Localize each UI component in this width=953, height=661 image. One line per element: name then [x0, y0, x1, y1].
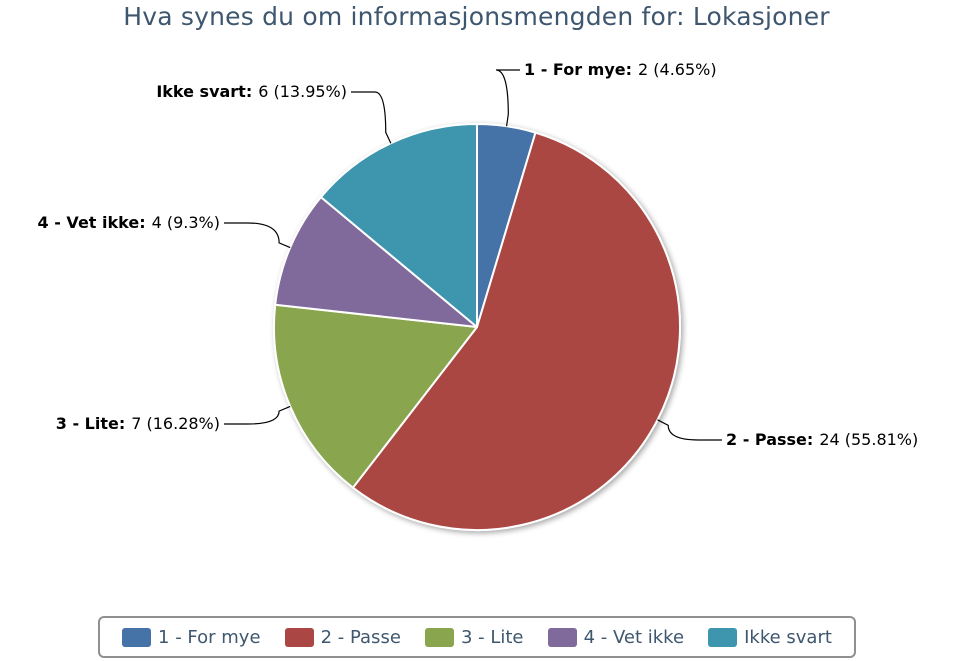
chart-title: Hva synes du om informasjonsmengden for:…: [123, 2, 830, 31]
data-label-2-passe: 2 - Passe: 24 (55.81%): [726, 430, 918, 449]
legend-swatch-2-passe: [284, 627, 314, 647]
legend-swatch-3-lite: [424, 627, 454, 647]
legend-item-3-lite[interactable]: 3 - Lite: [424, 626, 524, 648]
legend-item-ikke-svart[interactable]: Ikke svart: [708, 627, 832, 648]
legend-swatch-4-vet-ikke: [547, 627, 577, 647]
legend-swatch-1-for-mye: [122, 627, 152, 647]
legend-label-4-vet-ikke: 4 - Vet ikke: [583, 626, 685, 648]
connector-4-vet-ikke: [224, 222, 291, 249]
pie-slice-2-passe[interactable]: [351, 131, 681, 531]
connector-ikke-svart: [351, 91, 392, 144]
data-label-value: 7 (16.28%): [131, 414, 220, 433]
data-label-4-vet-ikke: 4 - Vet ikke: 4 (9.3%): [38, 213, 220, 232]
data-label-name: 4 - Vet ikke:: [38, 213, 146, 232]
legend-label-1-for-mye: 1 - For mye: [158, 626, 261, 648]
data-label-name: 1 - For mye:: [524, 60, 632, 79]
legend-item-4-vet-ikke[interactable]: 4 - Vet ikke: [547, 626, 685, 648]
connector-2-passe: [657, 419, 722, 441]
legend-label-3-lite: 3 - Lite: [460, 626, 524, 648]
pie-slice-3-lite[interactable]: [273, 303, 478, 489]
data-label-value: 4 (9.3%): [152, 213, 220, 232]
data-label-name: 2 - Passe:: [726, 430, 813, 449]
legend-item-1-for-mye[interactable]: 1 - For mye: [122, 627, 261, 648]
pie-slice-ikke-svart[interactable]: [319, 123, 478, 328]
data-label-value: 2 (4.65%): [638, 60, 717, 79]
label-connectors: [224, 69, 722, 441]
legend-item-2-passe[interactable]: 2 - Passe: [284, 626, 401, 648]
legend-swatch-ikke-svart: [708, 627, 738, 647]
data-label-1-for-mye: 1 - For mye: 2 (4.65%): [524, 60, 717, 79]
data-label-value: 6 (13.95%): [258, 82, 347, 101]
legend: 1 - For mye 2 - Passe 3 - Lite 4 - Vet ikke…: [98, 616, 856, 658]
data-label-3-lite: 3 - Lite: 7 (16.28%): [56, 414, 220, 433]
connector-3-lite: [224, 405, 291, 425]
legend-label-2-passe: 2 - Passe: [320, 626, 401, 648]
data-label-name: 3 - Lite:: [56, 414, 126, 433]
pie-slices: [273, 123, 681, 531]
data-label-name: Ikke svart:: [156, 82, 252, 101]
slice-labels: 1 - For mye: 2 (4.65%) 2 - Passe: 24 (55.81…: [38, 60, 919, 449]
legend-label-ikke-svart: Ikke svart: [744, 626, 832, 648]
data-label-value: 24 (55.81%): [819, 430, 918, 449]
connector-1-for-mye: [495, 69, 520, 127]
pie-slice-4-vet-ikke[interactable]: [274, 196, 478, 328]
data-label-ikke-svart: Ikke svart: 6 (13.95%): [156, 82, 347, 101]
